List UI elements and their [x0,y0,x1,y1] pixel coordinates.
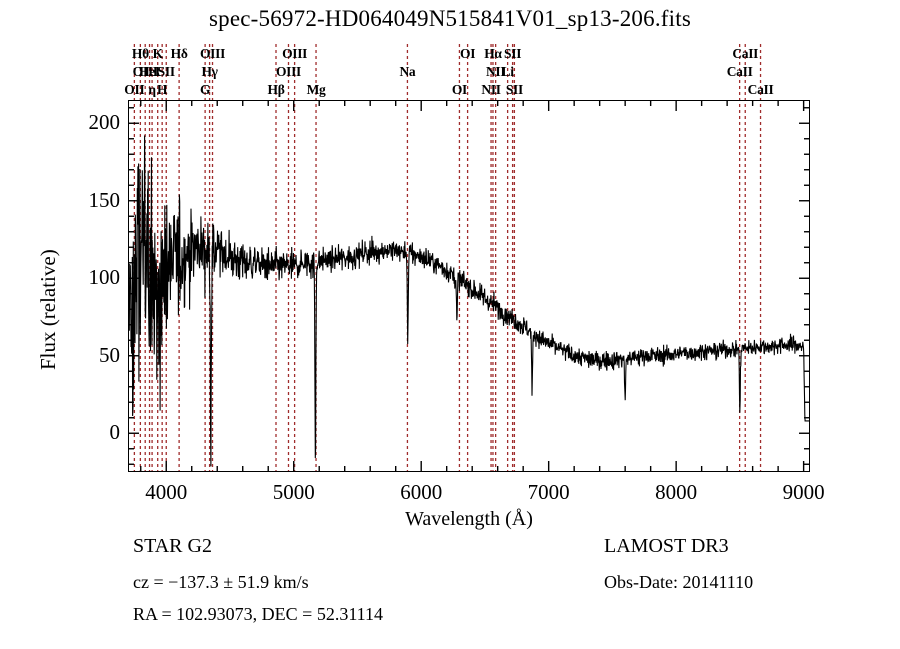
line-label-row-2: OIII HeI SII Hγ OIII Na NII Li CaII [128,64,810,81]
x-tick-label: 7000 [527,480,570,504]
x-tick-label: 5000 [272,480,315,504]
spectral-line-label: OIII [275,64,302,79]
x-tick-label: 6000 [400,480,443,504]
spectral-line-label: NII [481,82,501,97]
spectral-line-label: OIII [282,46,308,61]
line-label-row-3: OII η H G Hβ Mg OI NII SII CaII [124,82,810,99]
survey-release: LAMOST DR3 [604,535,729,557]
line-label-row-1: Hθ K Hδ OIII OIII OI Hα SII CaII [128,46,810,63]
x-tick-label: 4000 [145,480,188,504]
spectral-line-label: OII [124,82,145,97]
y-tick-label: 100 [88,265,121,290]
y-tick-label: 200 [88,110,121,135]
y-tick-label: 0 [109,420,121,445]
observation-date: Obs-Date: 20141110 [604,572,754,592]
y-tick-label: 150 [88,187,121,212]
coordinates: RA = 102.93073, DEC = 52.31114 [133,604,383,624]
spectral-line-label: H [157,82,168,97]
y-axis-title: Flux (relative) [36,249,60,370]
spectral-line-label: CaII [726,64,753,79]
spectral-line-label: Hθ [131,46,149,61]
object-class: STAR G2 [133,535,212,557]
spectral-line-label: Li [501,64,514,79]
x-tick-label: 9000 [782,480,825,504]
spectral-line-label: Hβ [267,82,285,97]
spectral-line-label: HeI [139,64,160,79]
spectral-line-label: Hγ [201,64,218,79]
spectral-line-label: Mg [306,82,326,97]
spectral-line-label: η [148,82,156,97]
spectral-line-label: SII [505,82,523,97]
spectral-line-label: Hδ [170,46,188,61]
spectral-line-label: OIII [132,64,158,79]
spectral-line-label: OI [460,46,476,61]
spectral-line-label: G [200,82,211,97]
spectrum-plot [128,100,810,472]
spectral-line-label: CaII [732,46,759,61]
spectral-line-label: SII [157,64,175,79]
x-tick-label: 8000 [655,480,698,504]
y-tick-label: 50 [99,342,120,367]
spectral-line-label: Na [399,64,416,79]
spectral-line-label: SII [504,46,522,61]
spectrum-trace [128,135,810,467]
spectral-line-label: CaII [747,82,774,97]
spectral-line-label: Hα [484,46,502,61]
spectral-line-label: K [152,46,164,61]
page-title: spec-56972-HD064049N515841V01_sp13-206.f… [209,6,691,31]
spectral-line-label: OI [451,82,468,97]
radial-velocity: cz = −137.3 ± 51.9 km/s [133,572,309,592]
spectral-line-label: NII [485,64,506,79]
spectral-line-label: OIII [199,46,226,61]
x-axis-title: Wavelength (Å) [405,508,533,530]
